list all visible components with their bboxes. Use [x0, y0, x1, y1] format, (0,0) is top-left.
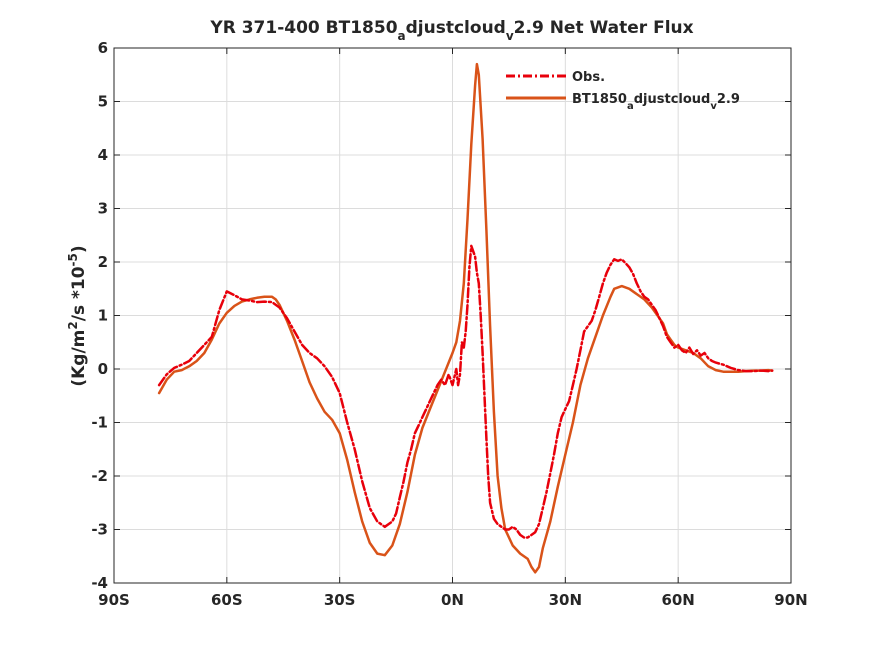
title-part-3: 2.9 Net Water Flux — [514, 18, 694, 38]
title-subscript-1: a — [398, 29, 406, 43]
y-tick-label: -2 — [91, 467, 108, 485]
title-part-2: djustcloud — [406, 18, 506, 38]
y-tick-label: 2 — [98, 253, 108, 271]
y-tick-label: 1 — [98, 307, 108, 325]
ylabel-superscript-2: -5 — [66, 253, 80, 266]
legend-model-part-3: 2.9 — [717, 92, 740, 107]
x-tick-label: 90N — [774, 591, 807, 609]
grid-lines — [113, 47, 792, 584]
ylabel-part-3: ) — [69, 245, 89, 253]
series-lines — [157, 62, 774, 574]
x-tick-label: 60S — [211, 591, 243, 609]
x-tick-label: 90S — [98, 591, 130, 609]
y-tick-label: -3 — [91, 521, 108, 539]
legend-label-obs: Obs. — [572, 70, 605, 85]
x-tick-label: 0N — [441, 591, 464, 609]
axis-ticks: 90S 60S 30S 0N 30N 60N 90N -4 -3 -2 -1 0 1 2 3 4 5 6 — [91, 39, 807, 609]
y-tick-label: 5 — [98, 93, 108, 111]
legend-label-model: BT1850adjustcloudv2.9 — [572, 92, 740, 112]
legend: Obs. BT1850adjustcloudv2.9 — [506, 70, 740, 112]
legend-model-part-2: djustcloud — [634, 92, 711, 107]
y-tick-label: -1 — [91, 414, 108, 432]
chart-title: YR 371-400 BT1850adjustcloudv2.9 Net Wat… — [209, 18, 693, 43]
y-axis-label: (Kg/m2/s *10-5) — [66, 245, 89, 386]
y-tick-label: 0 — [98, 360, 108, 378]
ylabel-superscript-1: 2 — [66, 321, 80, 329]
y-tick-label: 4 — [98, 146, 108, 164]
legend-model-subscript-1: a — [627, 101, 634, 112]
ylabel-part-2: /s *10 — [69, 266, 89, 321]
x-tick-label: 60N — [661, 591, 694, 609]
legend-model-subscript-2: v — [710, 101, 717, 112]
ylabel-part-1: (Kg/m — [69, 330, 89, 387]
title-subscript-2: v — [506, 29, 514, 43]
series-line-obs — [157, 244, 774, 539]
y-tick-label: 6 — [98, 39, 108, 57]
y-tick-label: 3 — [98, 200, 108, 218]
x-tick-label: 30S — [324, 591, 356, 609]
legend-model-part-1: BT1850 — [572, 92, 627, 107]
y-tick-label: -4 — [91, 574, 108, 592]
title-part-1: YR 371-400 BT1850 — [209, 18, 397, 38]
x-tick-label: 30N — [549, 591, 582, 609]
